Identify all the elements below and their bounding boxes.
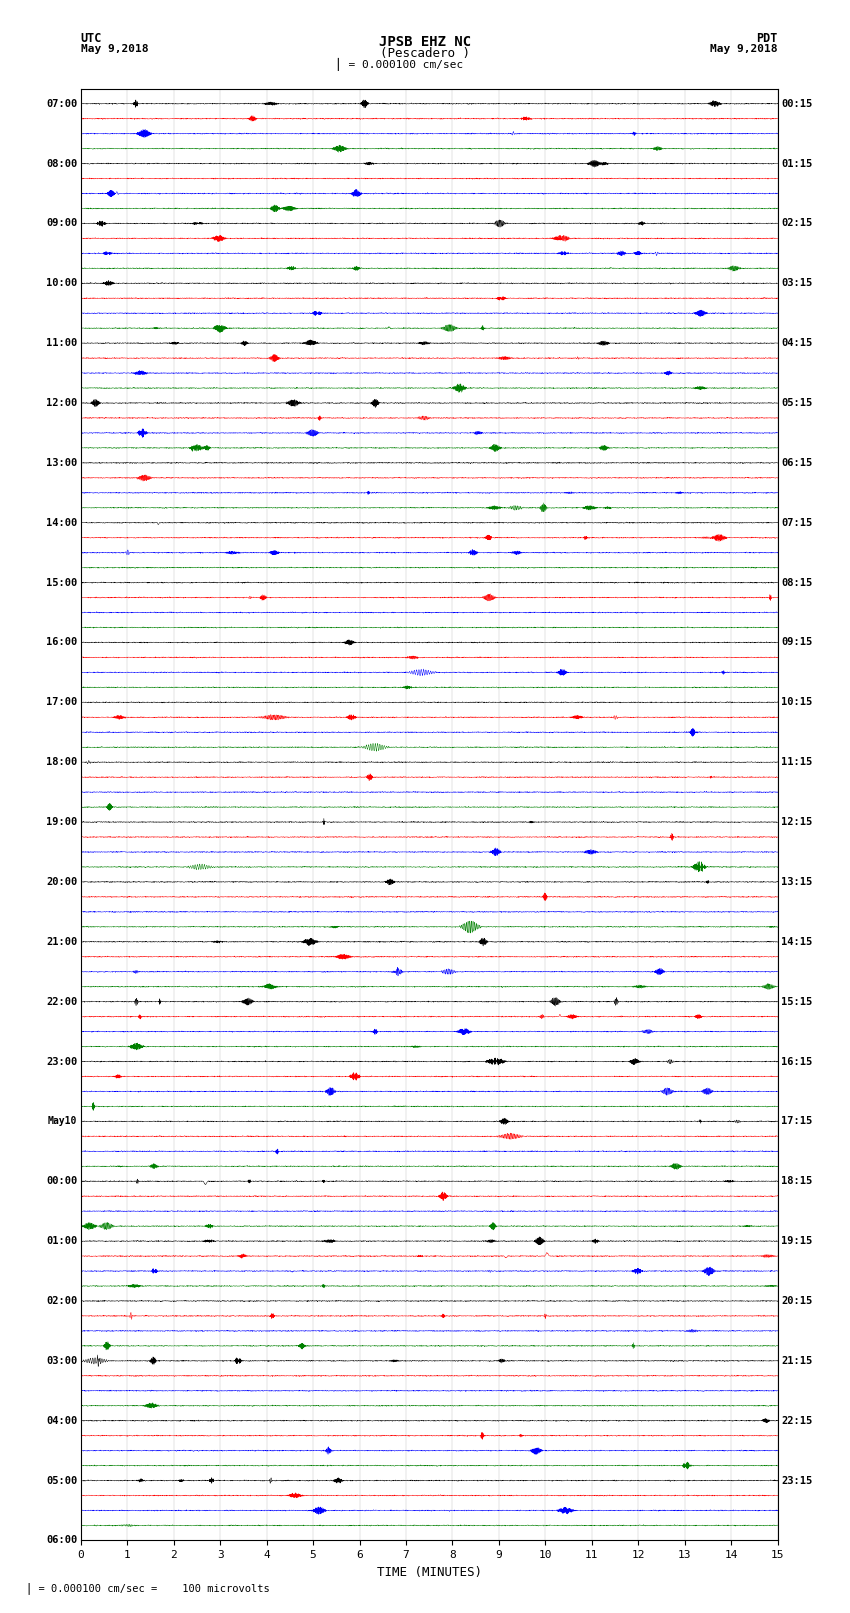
Text: 00:00: 00:00 xyxy=(46,1176,77,1186)
Text: 14:00: 14:00 xyxy=(46,518,77,527)
Text: May 9,2018: May 9,2018 xyxy=(81,44,148,53)
Text: 02:15: 02:15 xyxy=(781,218,813,229)
Text: 23:15: 23:15 xyxy=(781,1476,813,1486)
Text: 03:00: 03:00 xyxy=(46,1357,77,1366)
Text: 01:00: 01:00 xyxy=(46,1236,77,1247)
Text: 06:15: 06:15 xyxy=(781,458,813,468)
X-axis label: TIME (MINUTES): TIME (MINUTES) xyxy=(377,1566,482,1579)
Text: 16:15: 16:15 xyxy=(781,1057,813,1066)
Text: 10:15: 10:15 xyxy=(781,697,813,708)
Text: UTC: UTC xyxy=(81,32,102,45)
Text: 15:15: 15:15 xyxy=(781,997,813,1007)
Text: 20:00: 20:00 xyxy=(46,877,77,887)
Text: 15:00: 15:00 xyxy=(46,577,77,587)
Text: 19:00: 19:00 xyxy=(46,818,77,827)
Text: PDT: PDT xyxy=(756,32,778,45)
Text: 21:15: 21:15 xyxy=(781,1357,813,1366)
Text: 12:00: 12:00 xyxy=(46,398,77,408)
Text: 05:15: 05:15 xyxy=(781,398,813,408)
Text: 19:15: 19:15 xyxy=(781,1236,813,1247)
Text: 18:00: 18:00 xyxy=(46,756,77,768)
Text: 05:00: 05:00 xyxy=(46,1476,77,1486)
Text: 08:15: 08:15 xyxy=(781,577,813,587)
Text: 22:00: 22:00 xyxy=(46,997,77,1007)
Text: 01:15: 01:15 xyxy=(781,158,813,168)
Text: 17:15: 17:15 xyxy=(781,1116,813,1126)
Text: 10:00: 10:00 xyxy=(46,279,77,289)
Text: 07:15: 07:15 xyxy=(781,518,813,527)
Text: 17:00: 17:00 xyxy=(46,697,77,708)
Text: JPSB EHZ NC: JPSB EHZ NC xyxy=(379,35,471,50)
Text: 04:00: 04:00 xyxy=(46,1416,77,1426)
Text: May10: May10 xyxy=(48,1116,77,1126)
Text: 02:00: 02:00 xyxy=(46,1295,77,1307)
Text: 23:00: 23:00 xyxy=(46,1057,77,1066)
Text: 07:00: 07:00 xyxy=(46,98,77,108)
Text: ⎮ = 0.000100 cm/sec: ⎮ = 0.000100 cm/sec xyxy=(336,58,463,71)
Text: 22:15: 22:15 xyxy=(781,1416,813,1426)
Text: ⎮ = 0.000100 cm/sec =    100 microvolts: ⎮ = 0.000100 cm/sec = 100 microvolts xyxy=(26,1582,269,1594)
Text: 11:00: 11:00 xyxy=(46,339,77,348)
Text: 00:15: 00:15 xyxy=(781,98,813,108)
Text: (Pescadero ): (Pescadero ) xyxy=(380,47,470,60)
Text: 13:15: 13:15 xyxy=(781,877,813,887)
Text: 04:15: 04:15 xyxy=(781,339,813,348)
Text: 14:15: 14:15 xyxy=(781,937,813,947)
Text: 08:00: 08:00 xyxy=(46,158,77,168)
Text: 09:00: 09:00 xyxy=(46,218,77,229)
Text: 11:15: 11:15 xyxy=(781,756,813,768)
Text: 06:00: 06:00 xyxy=(46,1536,77,1545)
Text: 18:15: 18:15 xyxy=(781,1176,813,1186)
Text: May 9,2018: May 9,2018 xyxy=(711,44,778,53)
Text: 21:00: 21:00 xyxy=(46,937,77,947)
Text: 13:00: 13:00 xyxy=(46,458,77,468)
Text: 09:15: 09:15 xyxy=(781,637,813,647)
Text: 03:15: 03:15 xyxy=(781,279,813,289)
Text: 20:15: 20:15 xyxy=(781,1295,813,1307)
Text: 12:15: 12:15 xyxy=(781,818,813,827)
Text: 16:00: 16:00 xyxy=(46,637,77,647)
